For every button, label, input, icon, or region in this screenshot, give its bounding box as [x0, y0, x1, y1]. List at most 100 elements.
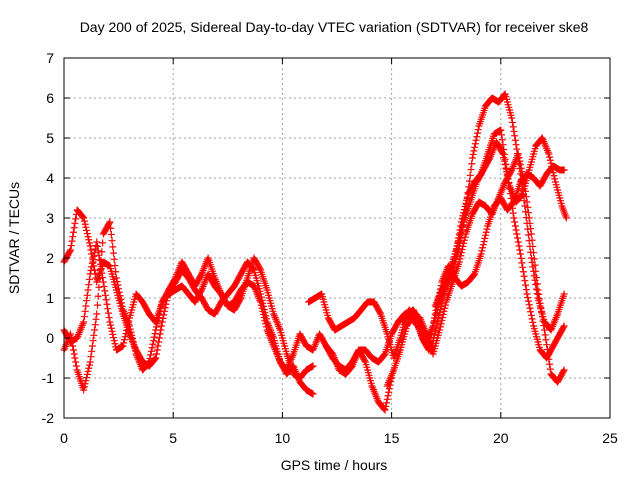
data-point — [468, 154, 476, 162]
data-point — [512, 141, 520, 149]
data-point — [106, 218, 114, 226]
data-point — [72, 215, 80, 223]
data-point — [158, 318, 166, 326]
data-point — [509, 209, 517, 217]
axis-ticks: 0 5 10 15 20 25 -2 -1 0 1 2 3 4 5 6 7 — [42, 50, 618, 446]
data-point — [441, 304, 449, 312]
plot-frame — [63, 57, 611, 419]
data-point — [116, 292, 124, 300]
data-point — [541, 331, 549, 339]
data-point — [158, 322, 166, 330]
data-point — [71, 219, 79, 227]
data-point — [80, 318, 88, 326]
x-tick-label: 0 — [60, 430, 68, 446]
data-point — [456, 226, 464, 234]
data-point — [121, 333, 129, 341]
data-point — [114, 281, 122, 289]
data-point — [532, 267, 540, 275]
data-point — [151, 317, 159, 325]
data-point — [499, 141, 507, 149]
data-point — [431, 310, 439, 318]
data-point — [510, 214, 518, 222]
data-point — [436, 306, 444, 314]
data-point — [480, 238, 488, 246]
data-point — [83, 230, 91, 238]
data-point — [103, 300, 111, 308]
data-point — [559, 367, 567, 375]
data-point — [96, 256, 104, 264]
data-point — [83, 374, 91, 382]
data-point — [457, 218, 465, 226]
data-point — [471, 140, 479, 148]
data-point — [146, 354, 154, 362]
data-point — [93, 301, 101, 309]
data-point — [112, 274, 120, 282]
data-point — [104, 309, 112, 317]
data-point — [380, 351, 388, 359]
data-point — [82, 302, 90, 310]
data-point — [523, 290, 531, 298]
data-point — [460, 206, 468, 214]
data-point — [520, 272, 528, 280]
data-point — [80, 383, 88, 391]
data-point — [538, 313, 546, 321]
data-point — [502, 160, 510, 168]
data-point — [545, 150, 553, 158]
data-point — [507, 167, 515, 175]
x-tick-label: 5 — [169, 430, 177, 446]
data-point — [98, 269, 106, 277]
data-point — [108, 327, 116, 335]
data-point — [471, 143, 479, 151]
data-point — [534, 286, 542, 294]
data-point — [361, 357, 369, 365]
data-point — [130, 341, 138, 349]
data-point — [479, 244, 487, 252]
data-point — [524, 209, 532, 217]
y-tick-label: 0 — [46, 330, 54, 346]
data-point — [529, 318, 537, 326]
data-point — [70, 224, 78, 232]
data-point — [517, 254, 525, 262]
data-point — [85, 239, 93, 247]
data-point — [560, 290, 568, 298]
data-point — [96, 260, 104, 268]
data-point — [522, 193, 530, 201]
y-tick-label: 1 — [46, 290, 54, 306]
data-point — [110, 337, 118, 345]
data-point — [508, 204, 516, 212]
data-point — [71, 354, 79, 362]
data-point — [92, 315, 100, 323]
data-point — [94, 292, 102, 300]
data-point — [79, 213, 87, 221]
data-point — [112, 268, 120, 276]
data-point — [457, 249, 465, 257]
data-point — [430, 318, 438, 326]
data-point — [452, 250, 460, 258]
data-point — [457, 252, 465, 260]
data-point — [518, 168, 526, 176]
data-point — [482, 231, 490, 239]
data-point — [474, 129, 482, 137]
data-point — [151, 330, 159, 338]
data-point — [503, 170, 511, 178]
data-point — [455, 230, 463, 238]
data-point — [70, 350, 78, 358]
data-point — [154, 342, 162, 350]
data-point — [159, 314, 167, 322]
data-point — [524, 203, 532, 211]
data-point — [127, 328, 135, 336]
data-point — [383, 395, 391, 403]
data-point — [108, 237, 116, 245]
data-point — [437, 320, 445, 328]
data-point — [72, 362, 80, 370]
data-point — [535, 295, 543, 303]
data-point — [498, 136, 506, 144]
data-point — [504, 175, 512, 183]
y-tick-label: 5 — [46, 130, 54, 146]
data-point — [460, 209, 468, 217]
data-point — [100, 282, 108, 290]
y-tick-label: 7 — [46, 50, 54, 66]
data-point — [530, 255, 538, 263]
data-point — [67, 242, 75, 250]
